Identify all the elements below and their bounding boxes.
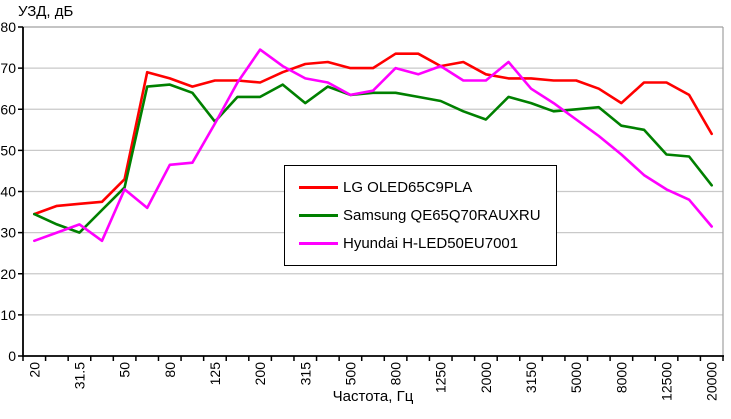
x-tick-label: 20	[26, 362, 42, 378]
legend-swatch-hyundai	[299, 242, 338, 245]
legend-label: Samsung QE65Q70RAUXRU	[343, 207, 541, 224]
plot-area: 0 10 20 30 40 50 60 70 80 20 31.5 50 80 125 200 315 500 8…	[0, 19, 724, 401]
series-line-hyundai	[32, 48, 714, 243]
legend-label: LG OLED65C9PLA	[343, 179, 473, 196]
series-line-lg	[32, 52, 714, 216]
x-tick-label: 3150	[523, 362, 539, 393]
x-tick-label: 1250	[433, 362, 449, 393]
legend-swatch-samsung	[299, 214, 338, 217]
x-tick-label: 8000	[613, 362, 629, 393]
y-tick-label: 30	[0, 225, 16, 241]
y-tick-label: 60	[0, 101, 16, 117]
legend-label: Hyundai H-LED50EU7001	[343, 235, 519, 252]
x-tick-label: 20000	[704, 362, 720, 401]
x-tick-label: 500	[342, 362, 358, 386]
x-tick-label: 200	[252, 362, 268, 386]
legend-swatch-lg	[299, 186, 338, 189]
y-tick-label: 50	[0, 142, 16, 158]
y-tick-label: 10	[0, 307, 16, 323]
x-tick-label: 12500	[659, 362, 675, 401]
legend-item-lg: LG OLED65C9PLA	[299, 179, 556, 197]
y-tick-label: 70	[0, 60, 16, 76]
y-axis-title: УЗД, дБ	[18, 3, 74, 20]
legend: LG OLED65C9PLA Samsung QE65Q70RAUXRU Hyund…	[284, 165, 557, 266]
legend-item-hyundai: Hyundai H-LED50EU7001	[299, 235, 556, 253]
x-tick-label: 80	[162, 362, 178, 378]
x-tick-label: 31.5	[71, 362, 87, 389]
x-tick-label: 315	[297, 362, 313, 386]
x-tick-label: 800	[388, 362, 404, 386]
y-tick-label: 0	[8, 348, 16, 364]
x-tick-label: 2000	[478, 362, 494, 393]
y-tick-label: 80	[0, 19, 16, 35]
y-tick-label: 20	[0, 266, 16, 282]
x-tick-label: 125	[207, 362, 223, 386]
x-axis-title: Частота, Гц	[333, 388, 414, 405]
x-tick-label: 50	[117, 362, 133, 378]
series-line-samsung	[32, 83, 714, 234]
legend-item-samsung: Samsung QE65Q70RAUXRU	[299, 207, 556, 225]
y-tick-label: 40	[0, 184, 16, 200]
x-tick-label: 5000	[568, 362, 584, 393]
